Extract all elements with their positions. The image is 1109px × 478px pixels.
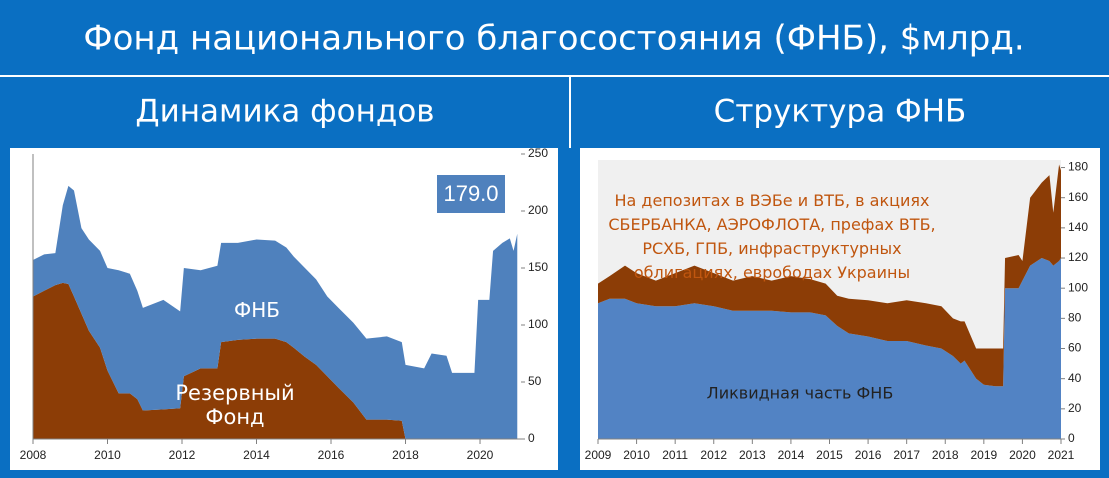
x-tick-label: 2018 (932, 448, 959, 462)
series-label: ФНБ (234, 298, 280, 322)
y-tick-label: 0 (1068, 431, 1075, 445)
y-tick-label: 160 (1068, 190, 1088, 204)
annotation-box (437, 175, 505, 213)
y-tick-label: 140 (1068, 220, 1088, 234)
y-tick-label: 0 (528, 431, 535, 445)
y-tick-label: 120 (1068, 250, 1088, 264)
y-tick-label: 200 (528, 203, 548, 217)
x-tick-label: 2011 (662, 448, 688, 462)
y-tick-label: 20 (1068, 401, 1082, 415)
x-tick-label: 2010 (94, 448, 121, 462)
x-tick-label: 2010 (623, 448, 650, 462)
x-tick-label: 2019 (970, 448, 997, 462)
y-tick-label: 50 (528, 374, 542, 388)
x-tick-label: 2016 (318, 448, 345, 462)
y-tick-label: 100 (528, 317, 548, 331)
y-tick-label: 250 (528, 146, 548, 160)
area (598, 164, 1061, 387)
x-tick-label: 2021 (1048, 448, 1075, 462)
x-tick-label: 2015 (816, 448, 843, 462)
x-tick-label: 2014 (778, 448, 805, 462)
annotation: 179.0 (443, 181, 498, 206)
y-tick-label: 80 (1068, 311, 1082, 325)
x-tick-label: 2013 (739, 448, 766, 462)
series-label: На депозитах в ВЭБе и ВТБ, в акциях СБЕР… (608, 191, 936, 282)
x-tick-label: 2016 (855, 448, 882, 462)
x-tick-label: 2017 (893, 448, 920, 462)
y-tick-label: 60 (1068, 341, 1082, 355)
x-tick-label: 2008 (20, 448, 47, 462)
x-tick-label: 2014 (243, 448, 270, 462)
chart-title: Динамика фондов (135, 94, 434, 130)
x-tick-label: 2020 (1009, 448, 1036, 462)
series-label: Ликвидная часть ФНБ (706, 383, 894, 403)
area (33, 282, 518, 439)
x-tick-label: 2012 (700, 448, 727, 462)
y-tick-label: 40 (1068, 371, 1082, 385)
x-tick-label: 2009 (585, 448, 612, 462)
x-tick-label: 2020 (467, 448, 494, 462)
y-tick-label: 100 (1068, 280, 1088, 294)
area (598, 258, 1061, 439)
series-label: Резервный Фонд (175, 381, 295, 429)
y-tick-label: 150 (528, 260, 548, 274)
chart-title: Структура ФНБ (714, 94, 967, 130)
x-tick-label: 2012 (169, 448, 196, 462)
page-title: Фонд национального благосостояния (ФНБ),… (83, 19, 1024, 59)
area (33, 185, 518, 439)
x-tick-label: 2018 (392, 448, 419, 462)
y-tick-label: 180 (1068, 160, 1088, 174)
